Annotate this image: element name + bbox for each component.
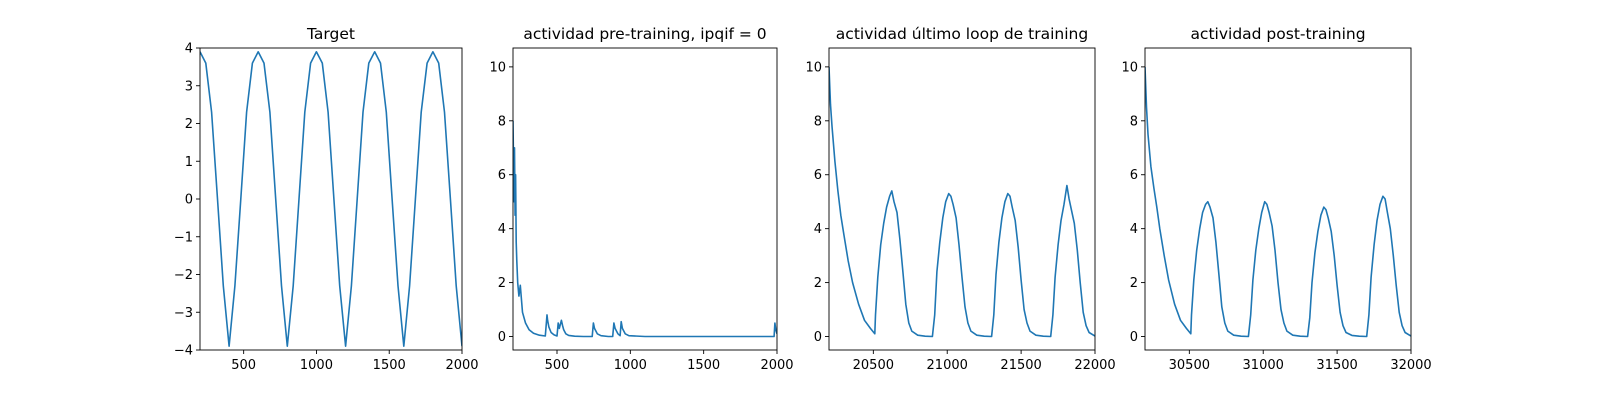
y-tick-label: −4: [174, 344, 193, 359]
y-tick-label: 6: [814, 168, 822, 183]
x-tick-label: 1000: [614, 358, 647, 373]
y-tick-label: 2: [498, 276, 506, 291]
y-tick-label: −2: [174, 268, 193, 283]
x-tick-label: 2000: [760, 358, 793, 373]
axes-frame: [199, 47, 463, 351]
panel-title: actividad último loop de training: [836, 25, 1088, 43]
x-tick-label: 30500: [1169, 358, 1210, 373]
x-tick-label: 2000: [445, 358, 478, 373]
x-tick-label: 32000: [1390, 358, 1431, 373]
y-tick-label: 2: [1130, 276, 1138, 291]
x-tick-label: 21000: [927, 358, 968, 373]
panel-title: actividad pre-training, ipqif = 0: [523, 25, 766, 43]
y-tick-label: 0: [498, 330, 506, 345]
series-line-1: [1145, 66, 1411, 338]
y-tick-label: −3: [174, 306, 193, 321]
x-tick-label: 31500: [1316, 358, 1357, 373]
x-tick-label: 22000: [1074, 358, 1115, 373]
series-line-1: [513, 120, 777, 338]
x-tick-label: 1000: [300, 358, 333, 373]
y-tick-label: 2: [185, 117, 193, 132]
panel-2: actividad pre-training, ipqif = 0 500 1000…: [489, 25, 793, 373]
y-tick-label: 10: [1121, 60, 1138, 75]
axes-frame: [512, 47, 778, 351]
y-tick-label: 8: [498, 114, 506, 129]
x-tick-label: 1500: [687, 358, 720, 373]
panel-title: actividad post-training: [1190, 25, 1365, 43]
y-tick-label: 0: [185, 193, 193, 208]
y-tick-label: 4: [185, 42, 193, 57]
y-tick-label: 6: [1130, 168, 1138, 183]
x-tick-label: 500: [231, 358, 256, 373]
y-tick-label: 10: [489, 60, 506, 75]
panel-4: actividad post-training 30500 31000 31500 32…: [1121, 25, 1431, 373]
x-tick-label: 31000: [1243, 358, 1284, 373]
y-tick-label: 10: [805, 60, 822, 75]
series-line-1: [829, 66, 1095, 338]
y-tick-label: 4: [1130, 222, 1138, 237]
axes-frame: [1144, 47, 1412, 351]
x-tick-label: 20500: [853, 358, 894, 373]
axes-frame: [828, 47, 1096, 351]
x-tick-label: 500: [545, 358, 570, 373]
y-tick-label: 4: [814, 222, 822, 237]
x-tick-label: 1500: [373, 358, 406, 373]
y-tick-label: 8: [814, 114, 822, 129]
y-tick-label: 3: [185, 79, 193, 94]
panel-title: Target: [306, 25, 355, 43]
y-tick-label: 4: [498, 222, 506, 237]
y-tick-label: 2: [814, 276, 822, 291]
x-tick-label: 21500: [1000, 358, 1041, 373]
y-tick-label: 8: [1130, 114, 1138, 129]
series-line-1: [200, 50, 462, 348]
y-tick-label: 0: [814, 330, 822, 345]
y-tick-label: −1: [174, 230, 193, 245]
y-tick-label: 6: [498, 168, 506, 183]
panel-1: Target 500 1000 1500 2000 −4 −3 −2 −1 0 1 2 3 4: [174, 25, 479, 373]
y-tick-label: 1: [185, 155, 193, 170]
y-tick-label: 0: [1130, 330, 1138, 345]
